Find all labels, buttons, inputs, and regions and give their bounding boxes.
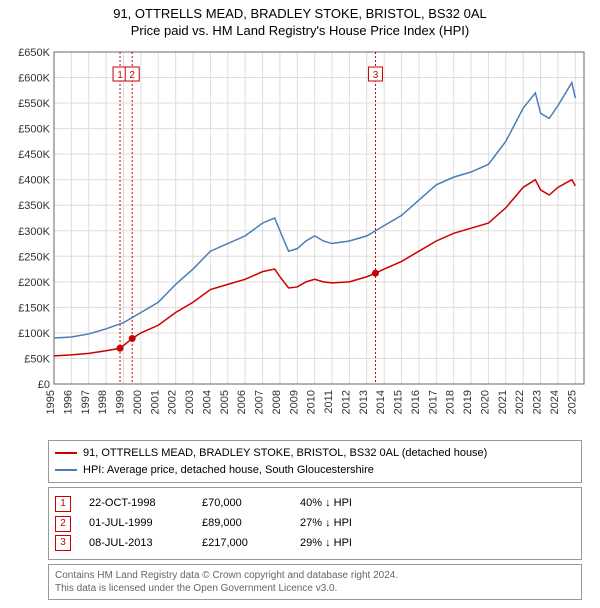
svg-text:2019: 2019 [462, 390, 474, 414]
event-pct: 40% ↓ HPI [300, 494, 352, 514]
chart-plot-area: £0 £50K £100K £150K £200K £250K £300K £350K £400… [8, 44, 592, 434]
event-date: 22-OCT-1998 [89, 494, 184, 514]
line-chart-svg: £0 £50K £100K £150K £200K £250K £300K £350K £400… [8, 44, 592, 434]
svg-text:2018: 2018 [445, 390, 457, 414]
attribution-line1: Contains HM Land Registry data © Crown c… [55, 569, 575, 582]
svg-text:£200K: £200K [18, 277, 50, 289]
svg-text:2024: 2024 [549, 390, 561, 414]
events-box: 1 22-OCT-1998 £70,000 40% ↓ HPI 2 01-JUL-1999… [48, 487, 582, 560]
svg-text:2008: 2008 [271, 390, 283, 414]
attribution-line2: This data is licensed under the Open Gov… [55, 582, 575, 595]
svg-text:£150K: £150K [18, 302, 50, 314]
attribution-box: Contains HM Land Registry data © Crown c… [48, 564, 582, 600]
svg-text:1997: 1997 [80, 390, 92, 414]
svg-text:2011: 2011 [323, 390, 335, 414]
svg-text:2017: 2017 [427, 390, 439, 414]
svg-text:2000: 2000 [132, 390, 144, 414]
svg-text:2009: 2009 [288, 390, 300, 414]
event-price: £217,000 [202, 534, 282, 554]
svg-text:3: 3 [373, 70, 379, 81]
svg-text:£100K: £100K [18, 328, 50, 340]
event-row: 1 22-OCT-1998 £70,000 40% ↓ HPI [55, 494, 575, 514]
svg-text:1995: 1995 [45, 390, 57, 414]
legend-row: HPI: Average price, detached house, Sout… [55, 462, 575, 479]
svg-text:£300K: £300K [18, 226, 50, 238]
svg-text:£0: £0 [38, 379, 50, 391]
event-row: 3 08-JUL-2013 £217,000 29% ↓ HPI [55, 534, 575, 554]
svg-text:2016: 2016 [410, 390, 422, 414]
svg-text:2005: 2005 [219, 390, 231, 414]
event-price: £70,000 [202, 494, 282, 514]
legend-label: HPI: Average price, detached house, Sout… [83, 462, 374, 479]
svg-text:2020: 2020 [479, 390, 491, 414]
svg-text:2006: 2006 [236, 390, 248, 414]
svg-text:£400K: £400K [18, 175, 50, 187]
svg-text:2021: 2021 [497, 390, 509, 414]
svg-text:£450K: £450K [18, 149, 50, 161]
event-date: 01-JUL-1999 [89, 514, 184, 534]
svg-text:2022: 2022 [514, 390, 526, 414]
chart-title-line2: Price paid vs. HM Land Registry's House … [8, 23, 592, 38]
chart-container: 91, OTTRELLS MEAD, BRADLEY STOKE, BRISTO… [0, 0, 600, 608]
event-pct: 29% ↓ HPI [300, 534, 352, 554]
svg-text:£50K: £50K [24, 353, 50, 365]
svg-text:2013: 2013 [358, 390, 370, 414]
legend-swatch [55, 452, 77, 454]
svg-text:£600K: £600K [18, 73, 50, 85]
svg-text:2: 2 [129, 70, 135, 81]
svg-text:£250K: £250K [18, 251, 50, 263]
legend-row: 91, OTTRELLS MEAD, BRADLEY STOKE, BRISTO… [55, 445, 575, 462]
legend-box: 91, OTTRELLS MEAD, BRADLEY STOKE, BRISTO… [48, 440, 582, 483]
event-price: £89,000 [202, 514, 282, 534]
svg-text:£350K: £350K [18, 200, 50, 212]
svg-text:2001: 2001 [149, 390, 161, 414]
event-marker: 3 [55, 535, 71, 551]
svg-text:1999: 1999 [115, 390, 127, 414]
svg-text:2014: 2014 [375, 390, 387, 414]
svg-text:2004: 2004 [201, 390, 213, 414]
svg-text:£500K: £500K [18, 124, 50, 136]
svg-text:2007: 2007 [254, 390, 266, 414]
svg-text:1: 1 [117, 70, 123, 81]
svg-text:2010: 2010 [306, 390, 318, 414]
svg-text:1996: 1996 [62, 390, 74, 414]
chart-title-line1: 91, OTTRELLS MEAD, BRADLEY STOKE, BRISTO… [8, 6, 592, 21]
event-marker: 1 [55, 496, 71, 512]
svg-text:2023: 2023 [532, 390, 544, 414]
legend-label: 91, OTTRELLS MEAD, BRADLEY STOKE, BRISTO… [83, 445, 487, 462]
event-marker: 2 [55, 516, 71, 532]
event-date: 08-JUL-2013 [89, 534, 184, 554]
svg-text:2002: 2002 [167, 390, 179, 414]
svg-text:£550K: £550K [18, 98, 50, 110]
svg-text:1998: 1998 [97, 390, 109, 414]
svg-text:2012: 2012 [340, 390, 352, 414]
event-pct: 27% ↓ HPI [300, 514, 352, 534]
svg-text:2025: 2025 [566, 390, 578, 414]
event-row: 2 01-JUL-1999 £89,000 27% ↓ HPI [55, 514, 575, 534]
svg-text:2015: 2015 [393, 390, 405, 414]
svg-text:£650K: £650K [18, 47, 50, 59]
legend-swatch [55, 469, 77, 471]
svg-text:2003: 2003 [184, 390, 196, 414]
